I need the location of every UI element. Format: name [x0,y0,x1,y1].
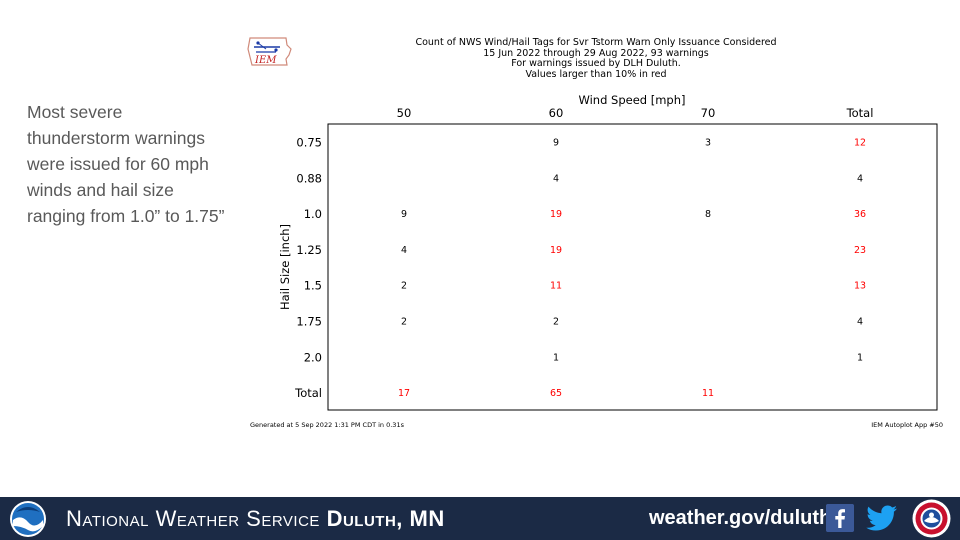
table-cell-value: 9 [401,209,407,220]
plot-frame [327,123,938,411]
table-cell-value: 23 [854,245,866,256]
table-cell-value: 11 [702,388,714,399]
iem-logo-text: IEM [254,55,277,66]
generated-note: Generated at 5 Sep 2022 1:31 PM CDT in 0… [250,421,404,429]
row-tick-label: 1.25 [296,243,322,257]
table-cell-value: 2 [553,317,559,328]
table-cell-value: 1 [857,352,863,363]
column-tick-label: Total [846,106,874,120]
row-tick-label: 1.75 [296,315,322,329]
table-cell-value: 4 [401,245,407,256]
table-cell-value: 4 [857,173,863,184]
app-note: IEM Autoplot App #50 [871,421,943,429]
row-tick-label: 1.5 [304,279,322,293]
row-tick-label: 2.0 [304,350,322,364]
chart-title: Count of NWS Wind/Hail Tags for Svr Tsto… [380,37,812,80]
table-cell-value: 19 [550,245,562,256]
noaa-logo-icon [10,501,46,537]
website-link[interactable]: weather.gov/duluth [649,507,832,529]
table-cell-value: 36 [854,209,866,220]
summary-text: Most severe thunderstorm warnings were i… [27,102,225,226]
facebook-icon[interactable] [826,504,854,532]
footer-bar: National Weather Service Duluth, MN weat… [0,497,960,540]
row-tick-label: 1.0 [304,207,322,221]
row-tick-label: 0.75 [296,136,322,150]
table-cell-value: 17 [398,388,410,399]
column-tick-label: 70 [701,106,716,120]
column-tick-label: 50 [397,106,412,120]
iem-logo-icon: IEM [247,37,292,66]
office-city: Duluth, MN [326,506,445,531]
table-cell-value: 2 [401,317,407,328]
wind-hail-table-chart: Wind Speed [mph] Hail Size [inch] 50 60 70 To… [278,93,938,411]
row-tick-label: 0.88 [296,171,322,185]
table-cell-value: 1 [553,352,559,363]
office-prefix: National Weather Service [66,506,320,531]
chart-title-line: Values larger than 10% in red [525,68,667,80]
table-cell-value: 19 [550,209,562,220]
row-tick-label: Total [294,386,322,400]
nws-logo-icon [912,499,951,538]
chart-title-line: For warnings issued by DLH Duluth. [511,58,681,70]
chart-title-line: Count of NWS Wind/Hail Tags for Svr Tsto… [415,37,777,48]
twitter-icon[interactable] [866,504,898,532]
table-cell-value: 3 [705,138,711,149]
chart-title-line: 15 Jun 2022 through 29 Aug 2022, 93 warn… [483,47,709,59]
office-name: National Weather Service Duluth, MN [66,506,445,532]
x-axis-label: Wind Speed [mph] [578,93,685,107]
table-cell-value: 2 [401,281,407,292]
table-cell-value: 8 [705,209,711,220]
y-axis-label: Hail Size [inch] [278,224,292,310]
table-cell-value: 4 [553,173,559,184]
table-cell-value: 13 [854,281,866,292]
table-cell-value: 11 [550,281,562,292]
column-tick-label: 60 [549,106,564,120]
table-cell-value: 12 [854,138,866,149]
table-cell-value: 9 [553,138,559,149]
table-cell-value: 65 [550,388,562,399]
table-cell-value: 4 [857,317,863,328]
